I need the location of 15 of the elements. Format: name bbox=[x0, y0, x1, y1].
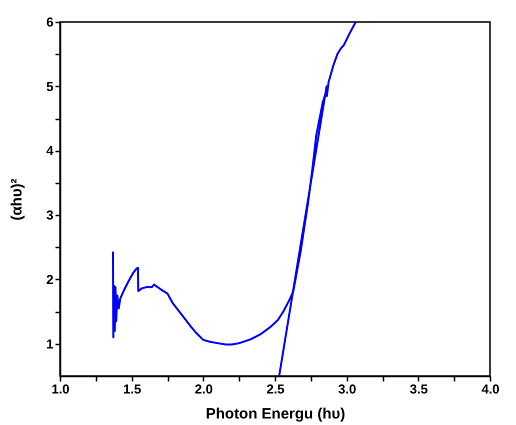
y-tick-label: 3 bbox=[46, 208, 54, 223]
x-tick-label: 1.0 bbox=[51, 382, 70, 396]
y-tick-label: 5 bbox=[46, 78, 54, 94]
x-tick-label: 2.0 bbox=[194, 382, 213, 396]
x-tick-label: 3.0 bbox=[338, 382, 356, 396]
x-axis-title: Photon Energu (hυ) bbox=[206, 406, 346, 422]
y-tick-label: 4 bbox=[46, 143, 54, 158]
y-axis-title: (αhυ)² bbox=[8, 178, 26, 221]
x-tick-label: 1.5 bbox=[123, 382, 142, 396]
y-tick-label: 2 bbox=[46, 272, 54, 287]
x-tick-label: 2.5 bbox=[266, 382, 285, 396]
x-tick-label: 4.0 bbox=[481, 382, 500, 396]
y-tick-label: 1 bbox=[46, 336, 54, 352]
x-tick-label: 3.5 bbox=[410, 382, 428, 396]
y-tick-label: 6 bbox=[46, 14, 54, 30]
